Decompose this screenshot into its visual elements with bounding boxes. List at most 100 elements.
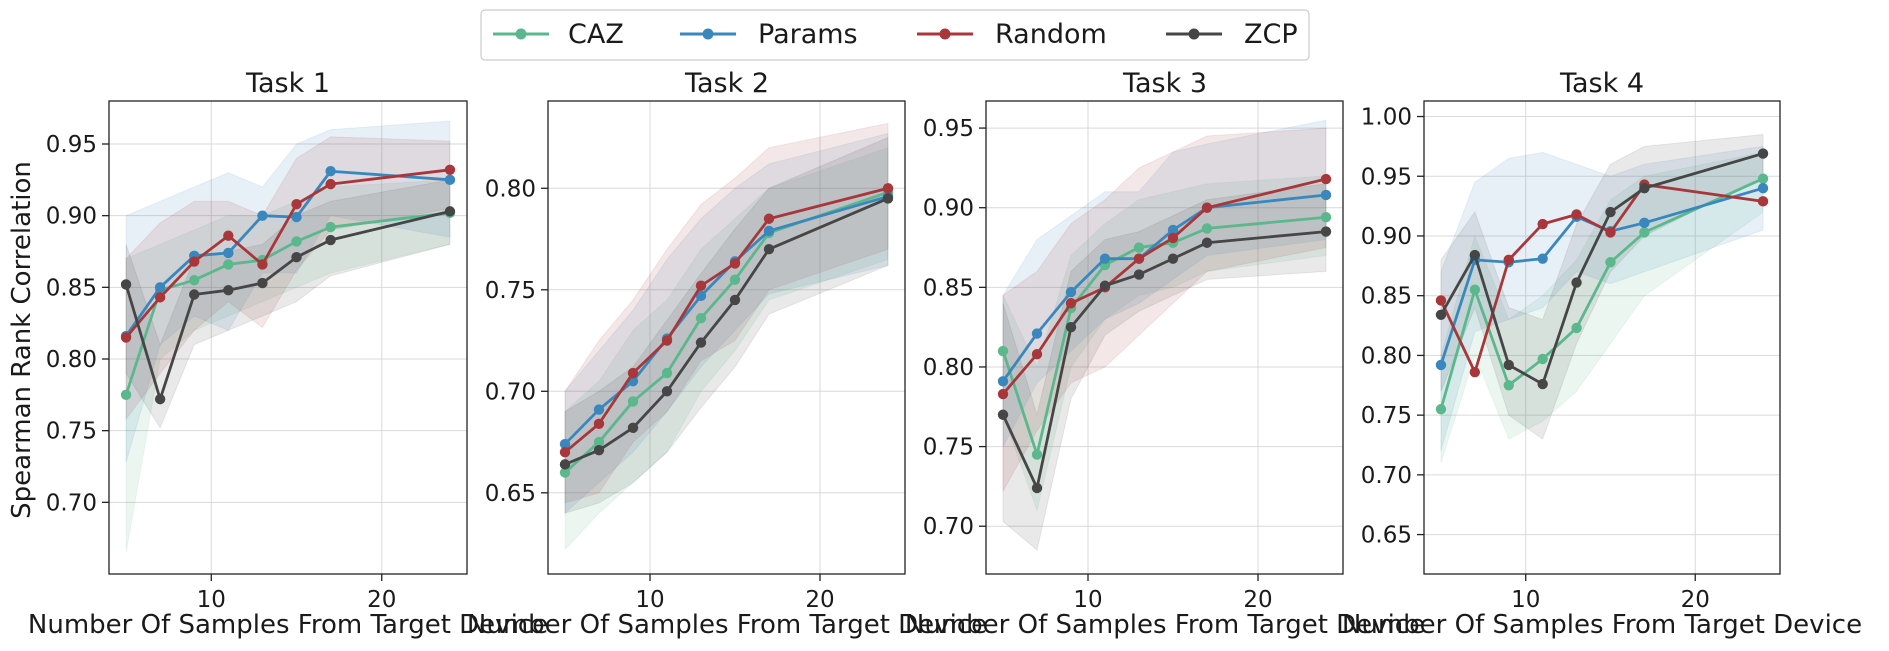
series-random [120, 164, 456, 343]
plot-frame [1423, 100, 1781, 575]
legend-frame [480, 9, 1310, 61]
series-line-zcp [1001, 230, 1327, 490]
series-line-zcp [564, 197, 889, 466]
data-point-random [1167, 232, 1179, 244]
data-point-params [593, 404, 605, 415]
data-point-params [444, 174, 456, 186]
data-point-zcp [325, 234, 336, 246]
x-axis-title: Number Of Samples From Target Device [467, 610, 987, 640]
data-point-random [661, 335, 673, 346]
x-tick-label: 10 [1511, 587, 1540, 613]
y-tick-label: 0.85 [923, 275, 974, 301]
data-point-random [1201, 202, 1213, 213]
plot-frame [108, 100, 468, 575]
series-zcp [559, 193, 894, 470]
data-point-zcp [223, 285, 234, 296]
data-point-params [695, 290, 707, 302]
data-point-random [997, 388, 1009, 400]
y-tick-label: 0.95 [46, 132, 97, 158]
data-point-zcp [1537, 378, 1548, 390]
x-tick-label: 10 [635, 587, 664, 613]
data-point-caz [559, 467, 571, 478]
x-axis-title: Number Of Samples From Target Device [905, 610, 1425, 640]
y-tick-label: 0.75 [1361, 403, 1412, 429]
data-point-params [1435, 359, 1447, 371]
band-params [1440, 145, 1764, 452]
series-zcp [120, 206, 456, 405]
x-tick-label: 10 [197, 587, 226, 613]
data-point-caz [1469, 284, 1481, 295]
x-tick-label: 10 [1073, 587, 1102, 613]
data-point-params [325, 166, 336, 177]
panel-title: Task 1 [245, 68, 330, 99]
data-point-params [223, 247, 234, 259]
y-tick-label: 0.70 [1361, 463, 1412, 489]
y-tick-label: 0.95 [1361, 164, 1412, 190]
x-tick-label: 20 [1681, 587, 1710, 613]
confidence-bands [125, 120, 451, 553]
legend-label-zcp: ZCP [1244, 19, 1298, 50]
plot-frame [985, 100, 1344, 575]
data-point-random [223, 230, 234, 241]
y-tick-label: 0.90 [46, 204, 97, 230]
data-point-caz [120, 389, 132, 401]
data-point-zcp [1167, 253, 1179, 264]
data-point-zcp [1469, 249, 1481, 261]
data-point-zcp [1605, 206, 1616, 218]
data-point-caz [291, 236, 302, 247]
data-point-random [325, 178, 336, 190]
data-point-zcp [1065, 321, 1077, 333]
data-point-caz [1133, 242, 1145, 253]
x-axis-title: Number Of Samples From Target Device [28, 610, 548, 640]
y-tick-label: 0.65 [1361, 523, 1412, 549]
series-line-params [564, 195, 889, 446]
legend-marker-zcp [1188, 28, 1200, 40]
data-point-params [997, 376, 1009, 387]
data-point-caz [997, 345, 1009, 357]
data-point-params [1320, 189, 1332, 201]
data-point-random [189, 256, 200, 267]
x-tick-label: 20 [367, 587, 396, 613]
panel-title: Task 4 [1559, 68, 1644, 99]
data-point-random [1605, 227, 1616, 238]
panel-task-1: Task 1 Number Of Samples From Target Dev… [28, 68, 548, 640]
series-zcp [997, 226, 1332, 494]
legend-marker-params [702, 28, 714, 40]
y-tick-label: 0.75 [923, 435, 974, 461]
data-point-caz [1031, 449, 1043, 460]
data-point-params [1099, 253, 1111, 264]
panel-task-4: Task 4 Number Of Samples From Target Dev… [1342, 68, 1862, 640]
data-point-params [1167, 224, 1179, 236]
band-caz [564, 146, 889, 551]
y-tick-label: 0.85 [46, 275, 97, 301]
band-caz [1440, 151, 1764, 464]
y-tick-label: 0.95 [923, 116, 974, 142]
data-point-params [1065, 286, 1077, 298]
y-tick-label: 0.70 [485, 379, 536, 405]
data-point-params [1031, 328, 1043, 339]
series-line-caz [1001, 215, 1327, 456]
data-point-random [444, 164, 456, 175]
data-point-random [1320, 173, 1332, 185]
series-line-random [564, 186, 889, 454]
panel-title: Task 3 [1122, 68, 1207, 99]
band-zcp [1002, 183, 1327, 552]
data-point-params [1757, 182, 1769, 194]
legend-entry-params: Params [680, 19, 858, 50]
data-point-params [257, 210, 268, 221]
data-point-random [1065, 298, 1077, 309]
data-point-random [1503, 254, 1514, 266]
series-caz [1435, 173, 1769, 415]
data-point-zcp [1099, 280, 1111, 291]
legend: CAZ Params Random ZCP [480, 9, 1310, 61]
data-point-zcp [1435, 309, 1447, 321]
data-point-zcp [1503, 359, 1514, 371]
band-caz [1002, 175, 1327, 513]
y-tick-label: 0.90 [1361, 224, 1412, 250]
data-point-caz [729, 274, 741, 285]
y-tick-label: 0.70 [46, 490, 97, 516]
data-point-zcp [257, 277, 268, 289]
data-point-caz [223, 259, 234, 270]
data-point-random [1757, 196, 1769, 207]
